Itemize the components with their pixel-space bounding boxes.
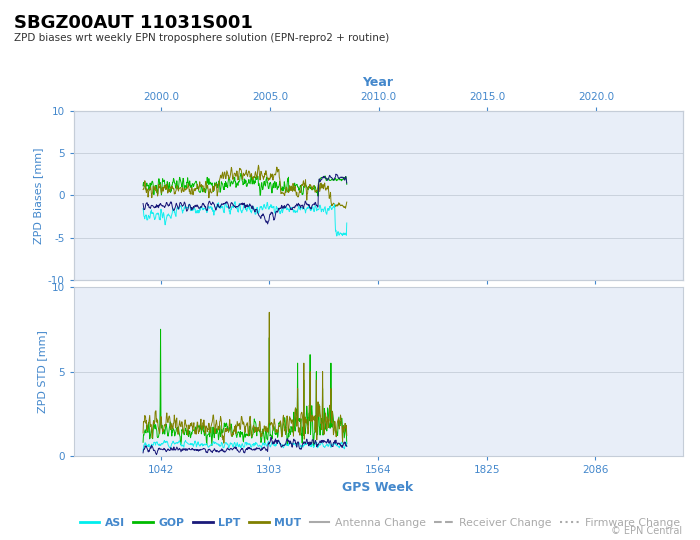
- X-axis label: Year: Year: [363, 76, 393, 89]
- Legend: ASI, GOP, LPT, MUT, Antenna Change, Receiver Change, Firmware Change: ASI, GOP, LPT, MUT, Antenna Change, Rece…: [76, 513, 685, 532]
- Text: ZPD biases wrt weekly EPN troposphere solution (EPN-repro2 + routine): ZPD biases wrt weekly EPN troposphere so…: [14, 33, 389, 44]
- Y-axis label: ZPD Biases [mm]: ZPD Biases [mm]: [34, 147, 43, 244]
- Y-axis label: ZPD STD [mm]: ZPD STD [mm]: [37, 330, 47, 413]
- X-axis label: GPS Week: GPS Week: [342, 481, 414, 494]
- Text: © EPN Central: © EPN Central: [611, 525, 682, 536]
- Text: SBGZ00AUT 11031S001: SBGZ00AUT 11031S001: [14, 14, 253, 31]
